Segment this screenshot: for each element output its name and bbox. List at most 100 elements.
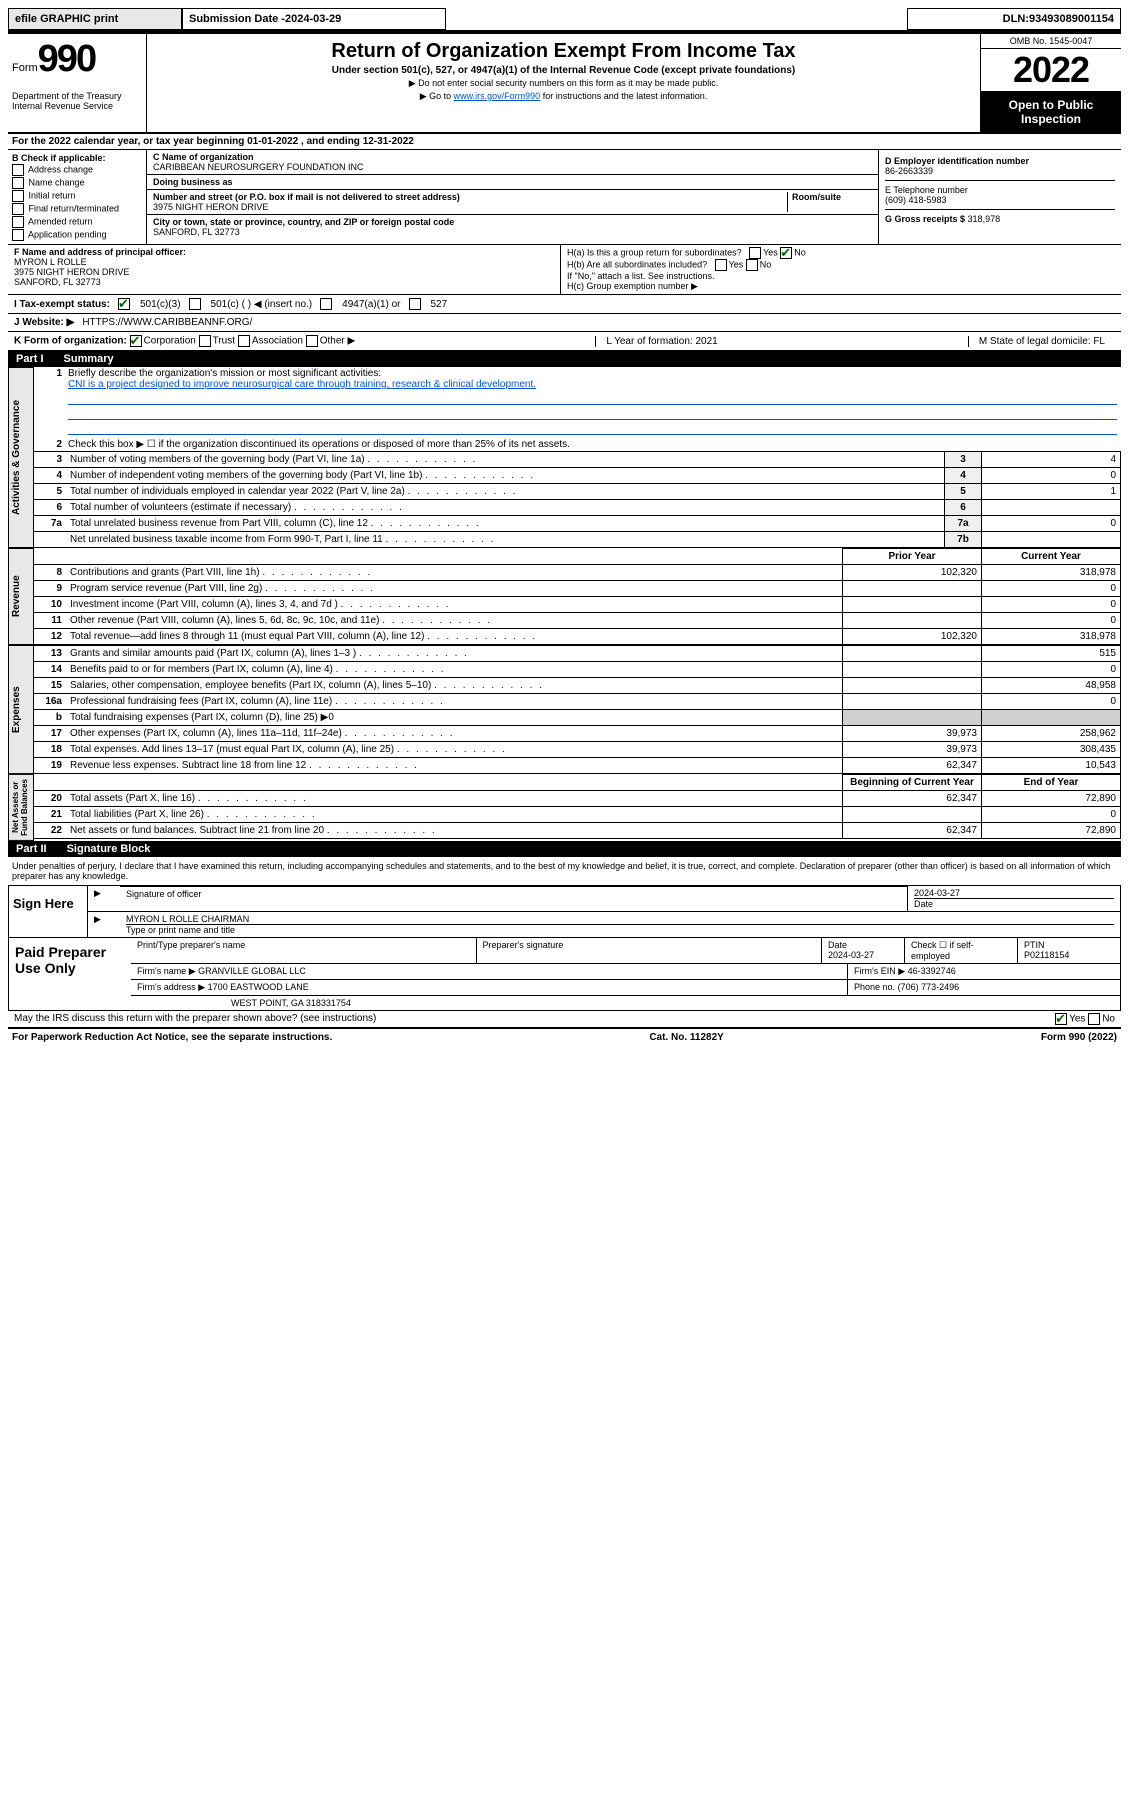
firm-phone: (706) 773-2496 <box>898 982 960 992</box>
current-year-value: 0 <box>982 662 1121 678</box>
line-desc: Program service revenue (Part VIII, line… <box>66 581 843 597</box>
check-application-pending[interactable] <box>12 229 24 241</box>
line-desc: Investment income (Part VIII, column (A)… <box>66 597 843 613</box>
dln: DLN: 93493089001154 <box>907 8 1121 30</box>
line-desc: Revenue less expenses. Subtract line 18 … <box>66 758 843 774</box>
mission-text[interactable]: CNI is a project designed to improve neu… <box>68 379 536 390</box>
expenses-table: 13 Grants and similar amounts paid (Part… <box>34 645 1121 774</box>
current-year-value: 72,890 <box>982 823 1121 839</box>
line-desc: Total expenses. Add lines 13–17 (must eq… <box>66 742 843 758</box>
k-other[interactable] <box>306 335 318 347</box>
line-desc: Number of voting members of the governin… <box>66 452 945 468</box>
firm-address-2: WEST POINT, GA 318331754 <box>131 996 1120 1010</box>
expenses-section: Expenses 13 Grants and similar amounts p… <box>8 645 1121 774</box>
status-4947[interactable] <box>320 298 332 310</box>
tax-exempt-status: I Tax-exempt status: 501(c)(3) 501(c) ( … <box>8 295 1121 314</box>
line-desc: Benefits paid to or for members (Part IX… <box>66 662 843 678</box>
entity-block: B Check if applicable: Address change Na… <box>8 150 1121 245</box>
year-formation: L Year of formation: 2021 <box>595 336 727 347</box>
omb-number: OMB No. 1545-0047 <box>981 34 1121 49</box>
ha-yes[interactable] <box>749 247 761 259</box>
check-amended[interactable] <box>12 216 24 228</box>
revenue-table: Prior YearCurrent Year8 Contributions an… <box>34 548 1121 645</box>
perjury-statement: Under penalties of perjury, I declare th… <box>8 857 1121 885</box>
check-address-change[interactable] <box>12 164 24 176</box>
current-year-value: 258,962 <box>982 726 1121 742</box>
subtitle-3: ▶ Go to www.irs.gov/Form990 for instruct… <box>155 91 972 102</box>
prior-year-value: 62,347 <box>843 823 982 839</box>
line-value: 1 <box>982 484 1121 500</box>
line-value: 0 <box>982 516 1121 532</box>
ha-no[interactable] <box>780 247 792 259</box>
activities-governance-section: Activities & Governance 1 Briefly descri… <box>8 367 1121 548</box>
firm-ein: 46-3392746 <box>908 966 956 976</box>
check-final-return[interactable] <box>12 203 24 215</box>
k-trust[interactable] <box>199 335 211 347</box>
prior-year-value: 39,973 <box>843 726 982 742</box>
current-year-value: 308,435 <box>982 742 1121 758</box>
revenue-section: Revenue Prior YearCurrent Year8 Contribu… <box>8 548 1121 645</box>
line-desc: Total unrelated business revenue from Pa… <box>66 516 945 532</box>
efile-label[interactable]: efile GRAPHIC print <box>8 8 182 30</box>
ein: 86-2663339 <box>885 166 933 176</box>
subtitle-2: ▶ Do not enter social security numbers o… <box>155 78 972 89</box>
discuss-row: May the IRS discuss this return with the… <box>8 1011 1121 1029</box>
firm-address: 1700 EASTWOOD LANE <box>208 982 309 992</box>
governance-table: 3 Number of voting members of the govern… <box>34 451 1121 548</box>
current-year-value: 0 <box>982 807 1121 823</box>
current-year-value: 0 <box>982 694 1121 710</box>
group-exemption: H(c) Group exemption number ▶ <box>567 281 1115 292</box>
line-value <box>982 500 1121 516</box>
hb-no[interactable] <box>746 259 758 271</box>
officer-group-block: F Name and address of principal officer:… <box>8 245 1121 295</box>
prior-year-value <box>843 597 982 613</box>
prior-year-value <box>843 581 982 597</box>
discuss-yes[interactable] <box>1055 1013 1067 1025</box>
k-corporation[interactable] <box>130 335 142 347</box>
city-state-zip: SANFORD, FL 32773 <box>153 227 240 237</box>
line-desc: Net assets or fund balances. Subtract li… <box>66 823 843 839</box>
state-domicile: M State of legal domicile: FL <box>968 336 1115 347</box>
prior-year-value: 62,347 <box>843 758 982 774</box>
signature-block: Sign Here ▶ Signature of officer 2024-03… <box>8 885 1121 938</box>
status-501c3[interactable] <box>118 298 130 310</box>
current-year-value: 0 <box>982 597 1121 613</box>
form-header: Form990 Department of the Treasury Inter… <box>8 34 1121 134</box>
irs-link[interactable]: www.irs.gov/Form990 <box>454 91 541 101</box>
applicable-checks: B Check if applicable: Address change Na… <box>8 150 147 244</box>
prior-year-value <box>843 662 982 678</box>
street-address: 3975 NIGHT HERON DRIVE <box>153 202 268 212</box>
current-year-value: 318,978 <box>982 565 1121 581</box>
prior-year-value <box>843 807 982 823</box>
form-of-org: K Form of organization: Corporation Trus… <box>8 332 1121 351</box>
current-year-value: 0 <box>982 613 1121 629</box>
status-501c[interactable] <box>189 298 201 310</box>
k-association[interactable] <box>238 335 250 347</box>
prior-year-value <box>843 678 982 694</box>
officer-name: MYRON L ROLLE <box>14 257 87 267</box>
line-desc: Net unrelated business taxable income fr… <box>66 532 945 548</box>
current-year-value: 0 <box>982 581 1121 597</box>
open-public-badge: Open to Public Inspection <box>981 92 1121 132</box>
line-value: 0 <box>982 468 1121 484</box>
prior-year-value: 62,347 <box>843 791 982 807</box>
status-527[interactable] <box>409 298 421 310</box>
current-year-value: 72,890 <box>982 791 1121 807</box>
check-initial-return[interactable] <box>12 190 24 202</box>
subtitle-1: Under section 501(c), 527, or 4947(a)(1)… <box>155 65 972 76</box>
tax-year: 2022 <box>981 49 1121 92</box>
line-desc: Number of independent voting members of … <box>66 468 945 484</box>
discuss-no[interactable] <box>1088 1013 1100 1025</box>
website-url: HTTPS://WWW.CARIBBEANNF.ORG/ <box>82 317 252 328</box>
tax-period: For the 2022 calendar year, or tax year … <box>8 134 1121 150</box>
department: Department of the Treasury Internal Reve… <box>12 91 142 111</box>
prior-year-value: 39,973 <box>843 742 982 758</box>
part-1-header: Part I Summary <box>8 351 1121 367</box>
line-desc: Total liabilities (Part X, line 26) <box>66 807 843 823</box>
prior-year-value <box>843 646 982 662</box>
line-desc: Grants and similar amounts paid (Part IX… <box>66 646 843 662</box>
check-name-change[interactable] <box>12 177 24 189</box>
topbar: efile GRAPHIC print Submission Date - 20… <box>8 8 1121 34</box>
hb-yes[interactable] <box>715 259 727 271</box>
line-desc: Total assets (Part X, line 16) <box>66 791 843 807</box>
